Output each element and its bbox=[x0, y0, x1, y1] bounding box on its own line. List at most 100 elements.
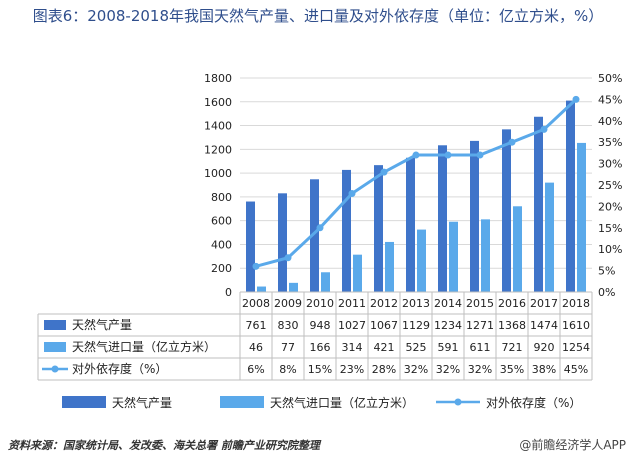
x-tick-label: 2009 bbox=[274, 297, 302, 310]
data-label: 830 bbox=[278, 319, 299, 332]
x-tick-label: 2014 bbox=[434, 297, 462, 310]
bar-imports bbox=[353, 254, 362, 292]
y-left-tick-label: 1200 bbox=[204, 143, 232, 156]
x-tick-label: 2008 bbox=[242, 297, 270, 310]
brand-label: @前瞻经济学人APP bbox=[519, 438, 626, 452]
chart: 0 200 400 600 800 1000 1200 1400 1600 1800 0% 5% 10%… bbox=[37, 72, 622, 410]
data-label: 6% bbox=[247, 363, 264, 376]
data-label: 421 bbox=[374, 341, 395, 354]
data-label: 15% bbox=[308, 363, 332, 376]
legend-label: 天然气产量 bbox=[112, 395, 172, 410]
data-label: 1474 bbox=[530, 319, 558, 332]
data-label: 525 bbox=[406, 341, 427, 354]
y-left-tick-label: 1400 bbox=[204, 120, 232, 133]
data-label: 1610 bbox=[562, 319, 590, 332]
bar-production bbox=[342, 169, 351, 292]
bar-imports bbox=[513, 206, 522, 292]
table-series-label: 天然气进口量（亿立方米） bbox=[72, 339, 216, 354]
table-legend-swatch bbox=[44, 342, 66, 352]
y-right-tick-label: 10% bbox=[598, 243, 622, 256]
point-dependency bbox=[508, 138, 516, 146]
legend-label: 天然气进口量（亿立方米） bbox=[270, 395, 414, 410]
bar-imports bbox=[545, 182, 554, 292]
bar-production bbox=[406, 157, 415, 292]
data-label: 32% bbox=[404, 363, 428, 376]
data-label: 1234 bbox=[434, 319, 462, 332]
bar-production bbox=[534, 116, 543, 292]
data-label: 761 bbox=[246, 319, 267, 332]
data-label: 77 bbox=[281, 341, 295, 354]
point-dependency bbox=[348, 190, 356, 198]
y-right-tick-label: 15% bbox=[598, 222, 622, 235]
y-left-tick-label: 800 bbox=[211, 191, 232, 204]
y-right-tick-label: 40% bbox=[598, 115, 622, 128]
table-legend-swatch bbox=[51, 365, 59, 373]
point-dependency bbox=[444, 151, 452, 159]
point-dependency bbox=[252, 262, 260, 270]
point-dependency bbox=[572, 95, 580, 103]
bar-imports bbox=[417, 229, 426, 292]
bar-imports bbox=[481, 219, 490, 292]
point-dependency bbox=[540, 125, 548, 133]
y-left-tick-label: 400 bbox=[211, 238, 232, 251]
bar-production bbox=[246, 201, 255, 292]
bar-production bbox=[310, 179, 319, 292]
bar-production bbox=[278, 193, 287, 292]
x-tick-label: 2015 bbox=[466, 297, 494, 310]
bar-production bbox=[502, 129, 511, 292]
data-label: 314 bbox=[342, 341, 363, 354]
y-right-tick-label: 25% bbox=[598, 179, 622, 192]
bar-production bbox=[566, 100, 575, 292]
data-label: 46 bbox=[249, 341, 263, 354]
point-dependency bbox=[380, 168, 388, 176]
data-label: 8% bbox=[279, 363, 296, 376]
y-right-tick-label: 20% bbox=[598, 200, 622, 213]
y-right-tick-label: 50% bbox=[598, 72, 622, 85]
legend-swatch bbox=[62, 396, 106, 408]
data-label: 1368 bbox=[498, 319, 526, 332]
y-left-tick-label: 1600 bbox=[204, 96, 232, 109]
point-dependency bbox=[412, 151, 420, 159]
data-label: 23% bbox=[340, 363, 364, 376]
line-dependency bbox=[255, 98, 578, 268]
x-tick-label: 2013 bbox=[402, 297, 430, 310]
y-left-tick-label: 600 bbox=[211, 215, 232, 228]
legend-swatch bbox=[454, 398, 462, 406]
table-legend-swatch bbox=[44, 320, 66, 330]
x-tick-label: 2010 bbox=[306, 297, 334, 310]
bar-imports bbox=[257, 286, 266, 292]
source-note: 资料来源：国家统计局、发改委、海关总署 前瞻产业研究院整理 bbox=[8, 439, 320, 452]
data-label: 1067 bbox=[370, 319, 398, 332]
data-label: 611 bbox=[470, 341, 491, 354]
x-tick-label: 2016 bbox=[498, 297, 526, 310]
y-left-tick-label: 0 bbox=[225, 286, 232, 299]
data-label: 28% bbox=[372, 363, 396, 376]
data-label: 1129 bbox=[402, 319, 430, 332]
bar-imports bbox=[449, 221, 458, 292]
chart-title: 图表6：2008-2018年我国天然气产量、进口量及对外依存度（单位：亿立方米，… bbox=[32, 7, 604, 25]
data-label: 45% bbox=[564, 363, 588, 376]
y-right-tick-label: 35% bbox=[598, 136, 622, 149]
y-left-tick-label: 1000 bbox=[204, 167, 232, 180]
y-right-tick-label: 5% bbox=[598, 265, 615, 278]
data-label: 38% bbox=[532, 363, 556, 376]
bar-production bbox=[470, 140, 479, 292]
y-right-tick-label: 30% bbox=[598, 158, 622, 171]
bar-production bbox=[438, 145, 447, 292]
data-label: 166 bbox=[310, 341, 331, 354]
data-label: 35% bbox=[500, 363, 524, 376]
data-label: 721 bbox=[502, 341, 523, 354]
point-dependency bbox=[476, 151, 484, 159]
y-left-tick-label: 1800 bbox=[204, 72, 232, 85]
y-right-tick-label: 0% bbox=[598, 286, 615, 299]
data-label: 1254 bbox=[562, 341, 590, 354]
y-left-tick-label: 200 bbox=[211, 262, 232, 275]
y-right-tick-label: 45% bbox=[598, 93, 622, 106]
bar-imports bbox=[385, 241, 394, 292]
data-label: 1027 bbox=[338, 319, 366, 332]
data-label: 1271 bbox=[466, 319, 494, 332]
bar-imports bbox=[289, 282, 298, 292]
data-label: 948 bbox=[310, 319, 331, 332]
legend-label: 对外依存度（%） bbox=[486, 395, 581, 410]
legend-swatch bbox=[220, 396, 264, 408]
